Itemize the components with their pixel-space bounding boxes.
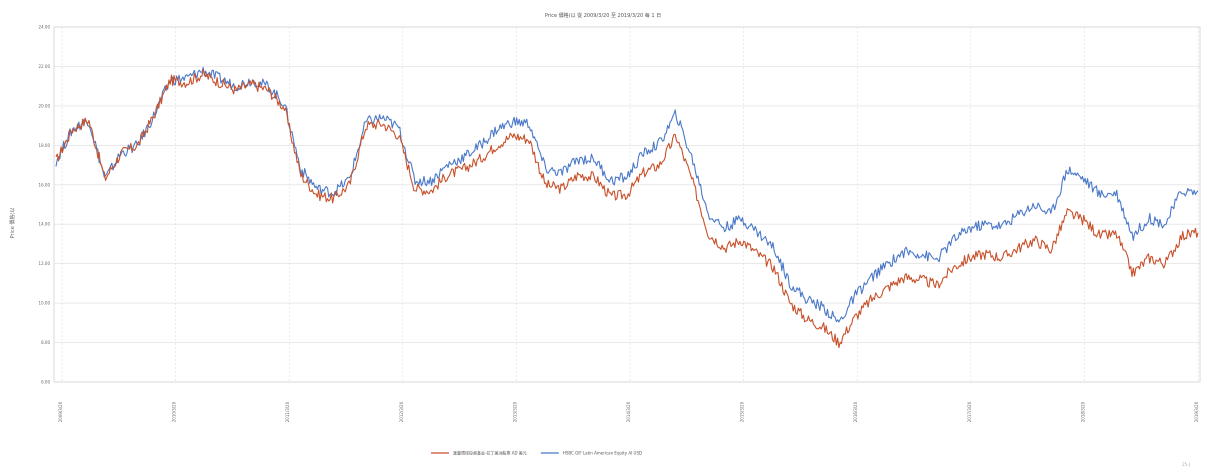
x-tick-label: 2019/3/20 — [1194, 401, 1199, 422]
x-tick-label: 2015/3/20 — [740, 401, 745, 422]
x-tick-label: 2013/3/20 — [512, 401, 517, 422]
y-axis-ticks: 6.00 8.00 10.00 12.00 14.00 16.00 18.00 20.00 22… — [39, 25, 51, 385]
y-tick-label: 6.00 — [41, 380, 50, 385]
legend-entry: 滙豐環球投資基金-拉丁美洲股票 AD 美元 — [453, 450, 527, 456]
x-tick-label: 2014/3/20 — [626, 401, 631, 422]
y-tick-label: 16.00 — [39, 182, 51, 187]
series-line-ad-usd — [55, 68, 1199, 349]
x-tick-label: 2010/3/20 — [172, 401, 177, 422]
chart-title: Price 價格(以 從 2009/3/20 至 2019/3/20 每 1 日 — [545, 12, 661, 19]
plot-area — [53, 26, 1201, 383]
x-tick-label: 2009/3/20 — [58, 401, 63, 422]
y-tick-label: 24.00 — [39, 25, 51, 30]
grid — [53, 26, 1201, 383]
x-tick-label: 2011/3/20 — [285, 401, 290, 422]
y-tick-label: 8.00 — [41, 340, 50, 345]
y-axis-label: Price 價格(以 — [9, 208, 16, 239]
y-tick-label: 12.00 — [39, 261, 51, 266]
y-tick-label: 18.00 — [39, 143, 51, 148]
x-axis-ticks: 2009/3/20 2010/3/20 2011/3/20 2012/3/20 2013… — [58, 401, 1199, 422]
legend-entry: HSBC GIF Latin American Equity AI USD — [563, 451, 642, 456]
corner-label: 25-J — [1182, 462, 1190, 467]
legend: 滙豐環球投資基金-拉丁美洲股票 AD 美元 HSBC GIF Latin Amer… — [431, 450, 642, 456]
x-tick-label: 2017/3/20 — [967, 401, 972, 422]
y-tick-label: 10.00 — [39, 301, 51, 306]
x-tick-label: 2016/3/20 — [853, 401, 858, 422]
y-tick-label: 14.00 — [39, 222, 51, 227]
x-tick-label: 2018/3/20 — [1080, 401, 1085, 422]
series-lines — [55, 66, 1199, 349]
y-tick-label: 22.00 — [39, 64, 51, 69]
series-line-ai-usd — [55, 66, 1199, 323]
y-tick-label: 20.00 — [39, 103, 51, 108]
x-tick-label: 2012/3/20 — [399, 401, 404, 422]
